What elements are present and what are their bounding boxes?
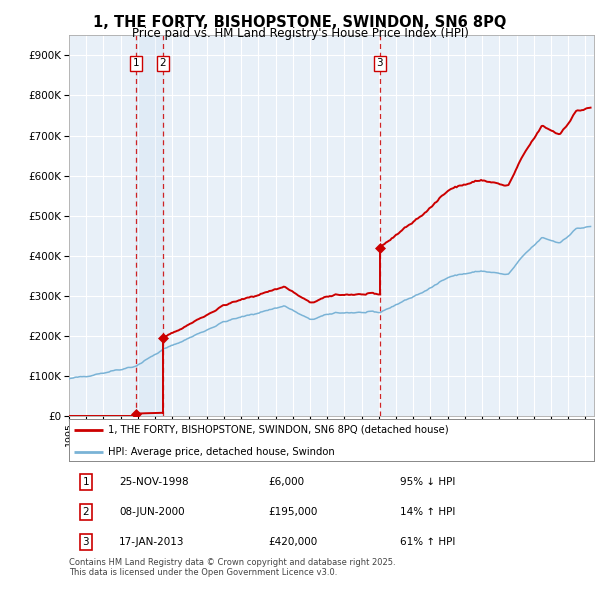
Text: 17-JAN-2013: 17-JAN-2013 — [119, 537, 184, 547]
Text: 1: 1 — [133, 58, 139, 68]
Text: 2: 2 — [82, 507, 89, 517]
Text: 3: 3 — [376, 58, 383, 68]
Text: HPI: Average price, detached house, Swindon: HPI: Average price, detached house, Swin… — [109, 447, 335, 457]
Text: 61% ↑ HPI: 61% ↑ HPI — [400, 537, 455, 547]
Text: 08-JUN-2000: 08-JUN-2000 — [119, 507, 185, 517]
Text: £420,000: £420,000 — [269, 537, 318, 547]
Text: £195,000: £195,000 — [269, 507, 318, 517]
Text: 1, THE FORTY, BISHOPSTONE, SWINDON, SN6 8PQ (detached house): 1, THE FORTY, BISHOPSTONE, SWINDON, SN6 … — [109, 425, 449, 434]
Bar — [136, 35, 163, 416]
Text: 14% ↑ HPI: 14% ↑ HPI — [400, 507, 455, 517]
Text: 95% ↓ HPI: 95% ↓ HPI — [400, 477, 455, 487]
Text: 2: 2 — [160, 58, 166, 68]
Text: 1, THE FORTY, BISHOPSTONE, SWINDON, SN6 8PQ: 1, THE FORTY, BISHOPSTONE, SWINDON, SN6 … — [94, 15, 506, 30]
Text: 25-NOV-1998: 25-NOV-1998 — [119, 477, 188, 487]
Text: Price paid vs. HM Land Registry's House Price Index (HPI): Price paid vs. HM Land Registry's House … — [131, 27, 469, 40]
Text: 3: 3 — [82, 537, 89, 547]
Text: 1: 1 — [82, 477, 89, 487]
Text: Contains HM Land Registry data © Crown copyright and database right 2025.
This d: Contains HM Land Registry data © Crown c… — [69, 558, 395, 577]
Text: £6,000: £6,000 — [269, 477, 305, 487]
